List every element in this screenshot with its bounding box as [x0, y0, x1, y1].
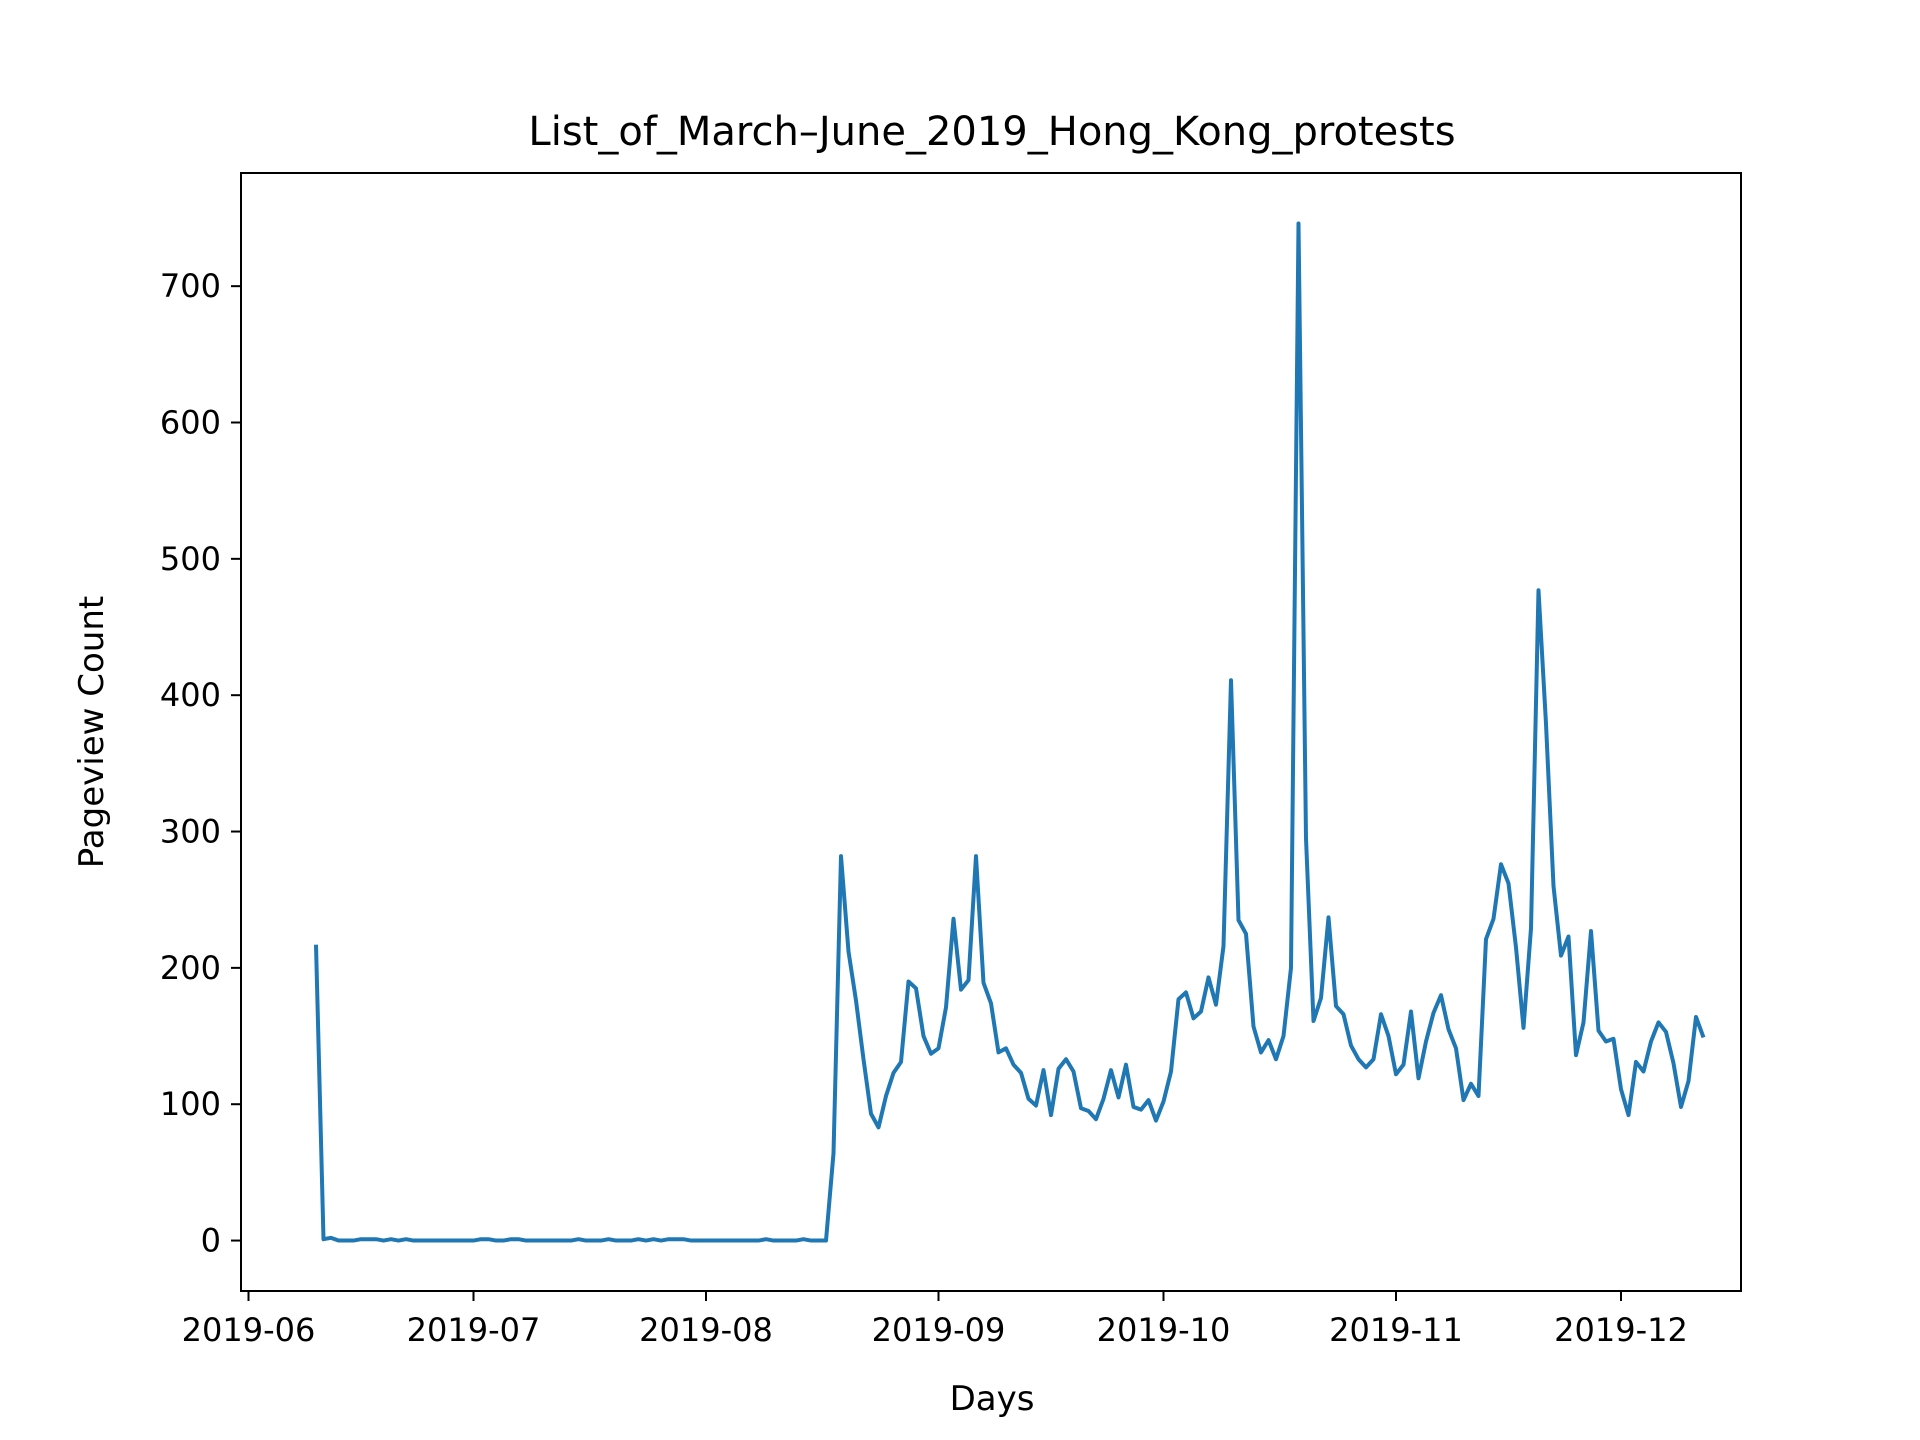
y-tick-label: 100 — [160, 1085, 221, 1123]
y-tick-label: 0 — [201, 1222, 221, 1260]
x-axis: 2019-06 2019-07 2019-08 2019-09 2019-10 2019-… — [182, 1291, 1688, 1349]
x-tick-label: 2019-07 — [407, 1311, 541, 1349]
x-tick-label: 2019-11 — [1329, 1311, 1463, 1349]
y-tick-label: 300 — [160, 813, 221, 851]
chart-title: List_of_March–June_2019_Hong_Kong_protes… — [528, 109, 1455, 155]
y-tick-label: 200 — [160, 949, 221, 987]
series-line-0 — [314, 221, 1706, 1243]
x-tick-label: 2019-06 — [182, 1311, 316, 1349]
axes-frame — [240, 172, 1742, 1292]
y-tick-label: 500 — [160, 540, 221, 578]
x-axis-label: Days — [950, 1379, 1035, 1419]
plot-area — [314, 221, 1706, 1243]
y-tick-label: 600 — [160, 404, 221, 442]
x-tick-label: 2019-10 — [1097, 1311, 1231, 1349]
x-tick-label: 2019-12 — [1554, 1311, 1688, 1349]
x-tick-label: 2019-08 — [639, 1311, 773, 1349]
y-axis: 0 100 200 300 400 500 600 700 — [160, 267, 241, 1260]
y-tick-label: 400 — [160, 676, 221, 714]
y-axis-label: Pageview Count — [72, 596, 112, 868]
x-tick-label: 2019-09 — [872, 1311, 1006, 1349]
y-tick-label: 700 — [160, 267, 221, 305]
